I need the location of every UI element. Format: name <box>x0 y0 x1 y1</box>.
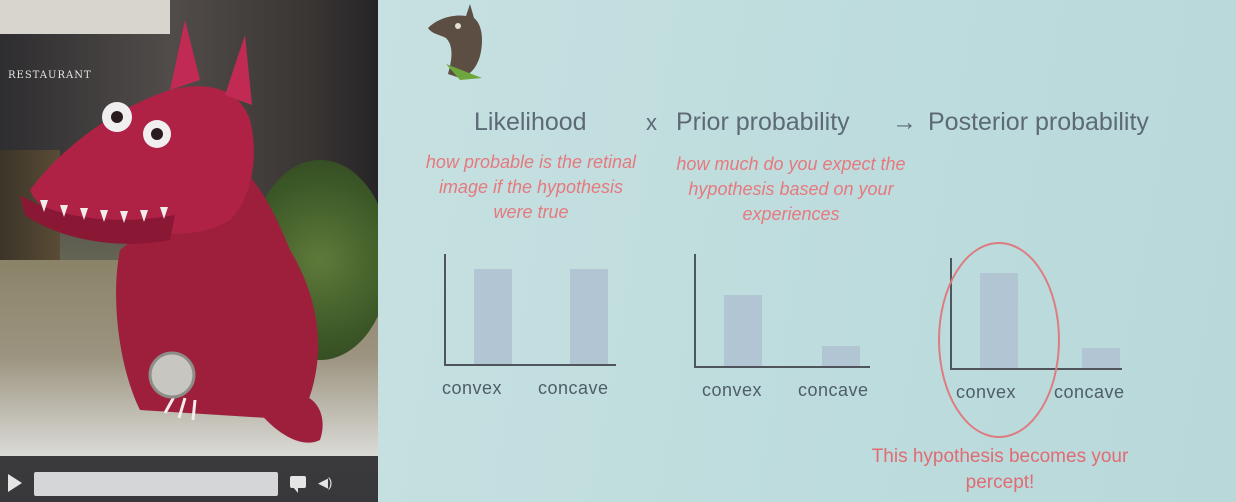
bar-concave <box>822 346 860 366</box>
tick-label-concave: concave <box>1054 382 1125 402</box>
video-progress-bar[interactable] <box>34 472 278 496</box>
tick-label-convex: convex <box>442 378 503 398</box>
likelihood-title: Likelihood <box>474 108 587 136</box>
top-sign-strip <box>0 0 170 34</box>
play-icon[interactable] <box>8 474 22 492</box>
highlight-circle <box>938 242 1060 438</box>
volume-icon[interactable]: ◀) <box>318 475 333 490</box>
tick-label-convex: convex <box>702 380 763 400</box>
y-axis <box>444 254 446 366</box>
tick-label-concave: concave <box>538 378 609 398</box>
dragon-head-icon <box>428 4 482 80</box>
bar-concave <box>1082 348 1120 368</box>
prior-chart: convex concave <box>694 254 870 400</box>
bar-concave <box>570 269 608 364</box>
x-axis <box>694 366 870 368</box>
percept-note: This hypothesis becomes your percept! <box>871 446 1129 493</box>
posterior-title: Posterior probability <box>928 108 1149 136</box>
likelihood-chart: convex concave <box>442 254 616 398</box>
bar-convex <box>474 269 512 364</box>
bar-convex <box>724 295 762 366</box>
restaurant-sign: RESTAURANT <box>8 70 92 81</box>
tick-label-concave: concave <box>798 380 869 400</box>
y-axis <box>694 254 696 368</box>
likelihood-note: how probable is the retinal image if the… <box>425 152 637 222</box>
x-axis <box>444 364 616 366</box>
times-symbol: x <box>646 110 657 135</box>
dragon-statue-image <box>20 20 323 443</box>
photo-panel: RESTAURANT ◀) <box>0 0 378 502</box>
chat-icon[interactable] <box>290 476 306 493</box>
prior-note: how much do you expect the hypothesis ba… <box>676 154 906 224</box>
prior-title: Prior probability <box>676 108 850 136</box>
arrow-symbol: → <box>892 108 917 136</box>
